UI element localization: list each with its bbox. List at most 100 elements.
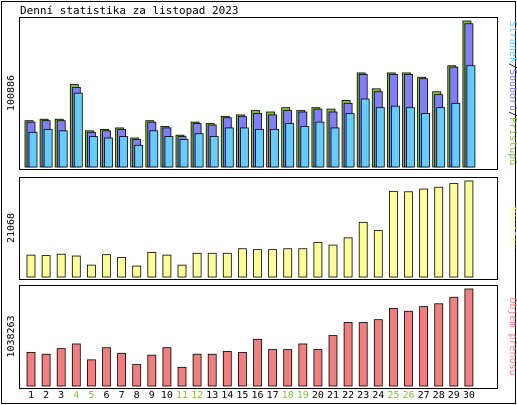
bar-middle-29 xyxy=(449,183,459,278)
legend-entry: Stránek xyxy=(507,21,517,63)
bar-bottom-23 xyxy=(358,322,368,387)
x-tick-label-23: 23 xyxy=(357,390,369,401)
bar-strnek-5 xyxy=(89,136,98,168)
bar-middle-12 xyxy=(192,252,202,278)
bar-strnek-7 xyxy=(119,136,128,168)
bar-strnek-28 xyxy=(436,107,446,168)
bar-middle-18 xyxy=(283,248,293,278)
bar-bottom-20 xyxy=(313,349,323,387)
bar-strnek-20 xyxy=(315,121,325,168)
bar-middle-5 xyxy=(87,264,96,278)
bar-middle-8 xyxy=(132,265,142,278)
bar-strnek-29 xyxy=(451,102,461,168)
bar-strnek-24 xyxy=(375,107,385,168)
x-tick-label-3: 3 xyxy=(58,390,64,401)
bar-middle-3 xyxy=(56,253,66,278)
bar-strnek-26 xyxy=(406,107,415,168)
bar-middle-21 xyxy=(328,244,338,278)
bar-middle-7 xyxy=(117,257,126,278)
bar-middle-28 xyxy=(434,186,444,278)
bar-bottom-25 xyxy=(388,308,398,387)
bar-bottom-13 xyxy=(207,353,217,387)
bar-bottom-15 xyxy=(237,351,247,387)
x-tick-label-17: 17 xyxy=(267,390,279,401)
bar-middle-4 xyxy=(71,255,81,278)
x-tick-label-26: 26 xyxy=(402,390,414,401)
x-tick-label-1: 1 xyxy=(28,390,34,401)
bar-strnek-27 xyxy=(421,113,431,168)
bar-middle-26 xyxy=(404,191,413,278)
x-tick-label-29: 29 xyxy=(448,390,460,401)
bar-strnek-13 xyxy=(209,136,219,168)
bar-middle-25 xyxy=(388,190,398,278)
bar-strnek-12 xyxy=(194,133,204,168)
bar-bottom-6 xyxy=(102,347,111,387)
legend-entry: Souborů xyxy=(507,69,517,111)
ymax-label-middle: 21068 xyxy=(6,213,17,243)
bar-strnek-17 xyxy=(270,128,280,168)
x-tick-label-9: 9 xyxy=(149,390,155,401)
bar-strnek-4 xyxy=(73,92,83,168)
bar-middle-22 xyxy=(343,237,353,278)
bar-bottom-11 xyxy=(177,366,187,387)
legend-entry: / xyxy=(507,63,517,69)
bar-middle-19 xyxy=(298,248,308,278)
bar-middle-14 xyxy=(222,252,232,278)
bar-strnek-10 xyxy=(164,136,174,168)
bar-strnek-30 xyxy=(466,65,476,168)
bar-middle-16 xyxy=(253,249,262,278)
bar-middle-15 xyxy=(237,248,247,278)
bar-bottom-5 xyxy=(87,359,96,387)
x-tick-label-18: 18 xyxy=(282,390,294,401)
x-tick-label-12: 12 xyxy=(191,390,203,401)
bar-strnek-1 xyxy=(28,131,38,168)
bar-strnek-8 xyxy=(134,144,144,168)
x-tick-label-7: 7 xyxy=(119,390,125,401)
bar-bottom-26 xyxy=(404,310,413,387)
x-tick-label-25: 25 xyxy=(387,390,399,401)
bar-strnek-25 xyxy=(390,105,400,168)
x-tick-label-5: 5 xyxy=(88,390,94,401)
x-tick-label-28: 28 xyxy=(433,390,445,401)
chart-title: Denní statistika za listopad 2023 xyxy=(20,4,239,17)
bar-middle-9 xyxy=(147,251,157,278)
bar-strnek-14 xyxy=(224,127,234,168)
x-tick-label-22: 22 xyxy=(342,390,354,401)
bar-middle-24 xyxy=(373,230,383,278)
bar-strnek-2 xyxy=(43,128,53,168)
ymax-label-bottom: 1038263 xyxy=(6,315,17,357)
bar-bottom-8 xyxy=(132,364,142,387)
bar-bottom-16 xyxy=(253,338,262,387)
bar-middle-13 xyxy=(207,252,217,278)
bar-bottom-3 xyxy=(56,348,66,387)
bar-bottom-22 xyxy=(343,322,353,387)
bar-middle-11 xyxy=(177,264,187,278)
x-tick-label-6: 6 xyxy=(103,390,109,401)
bar-bottom-17 xyxy=(268,349,278,387)
x-tick-label-30: 30 xyxy=(463,390,475,401)
bar-strnek-23 xyxy=(360,98,370,168)
legend-entry: / xyxy=(507,111,517,117)
bar-strnek-3 xyxy=(58,130,68,168)
x-tick-label-10: 10 xyxy=(161,390,173,401)
legend-bottom: Objem přenosu xyxy=(507,297,517,375)
bar-strnek-21 xyxy=(330,127,340,168)
x-tick-label-14: 14 xyxy=(221,390,233,401)
bar-middle-17 xyxy=(268,249,278,278)
bar-bottom-1 xyxy=(26,351,36,387)
x-tick-label-15: 15 xyxy=(236,390,248,401)
bar-bottom-21 xyxy=(328,335,338,387)
x-tick-label-20: 20 xyxy=(312,390,324,401)
bar-middle-6 xyxy=(102,254,111,278)
bar-middle-30 xyxy=(464,180,474,278)
bar-bottom-29 xyxy=(449,296,459,387)
bar-bottom-28 xyxy=(434,303,444,387)
legend-middle: Návštěv xyxy=(507,207,517,249)
bar-bottom-24 xyxy=(373,319,383,387)
x-tick-label-27: 27 xyxy=(418,390,430,401)
x-tick-label-4: 4 xyxy=(73,390,79,401)
legend-top: Stránek/Souborů/Přístupů xyxy=(507,21,517,166)
ymax-label-top: 100886 xyxy=(6,75,17,111)
x-tick-label-11: 11 xyxy=(176,390,188,401)
bar-bottom-2 xyxy=(41,353,51,387)
